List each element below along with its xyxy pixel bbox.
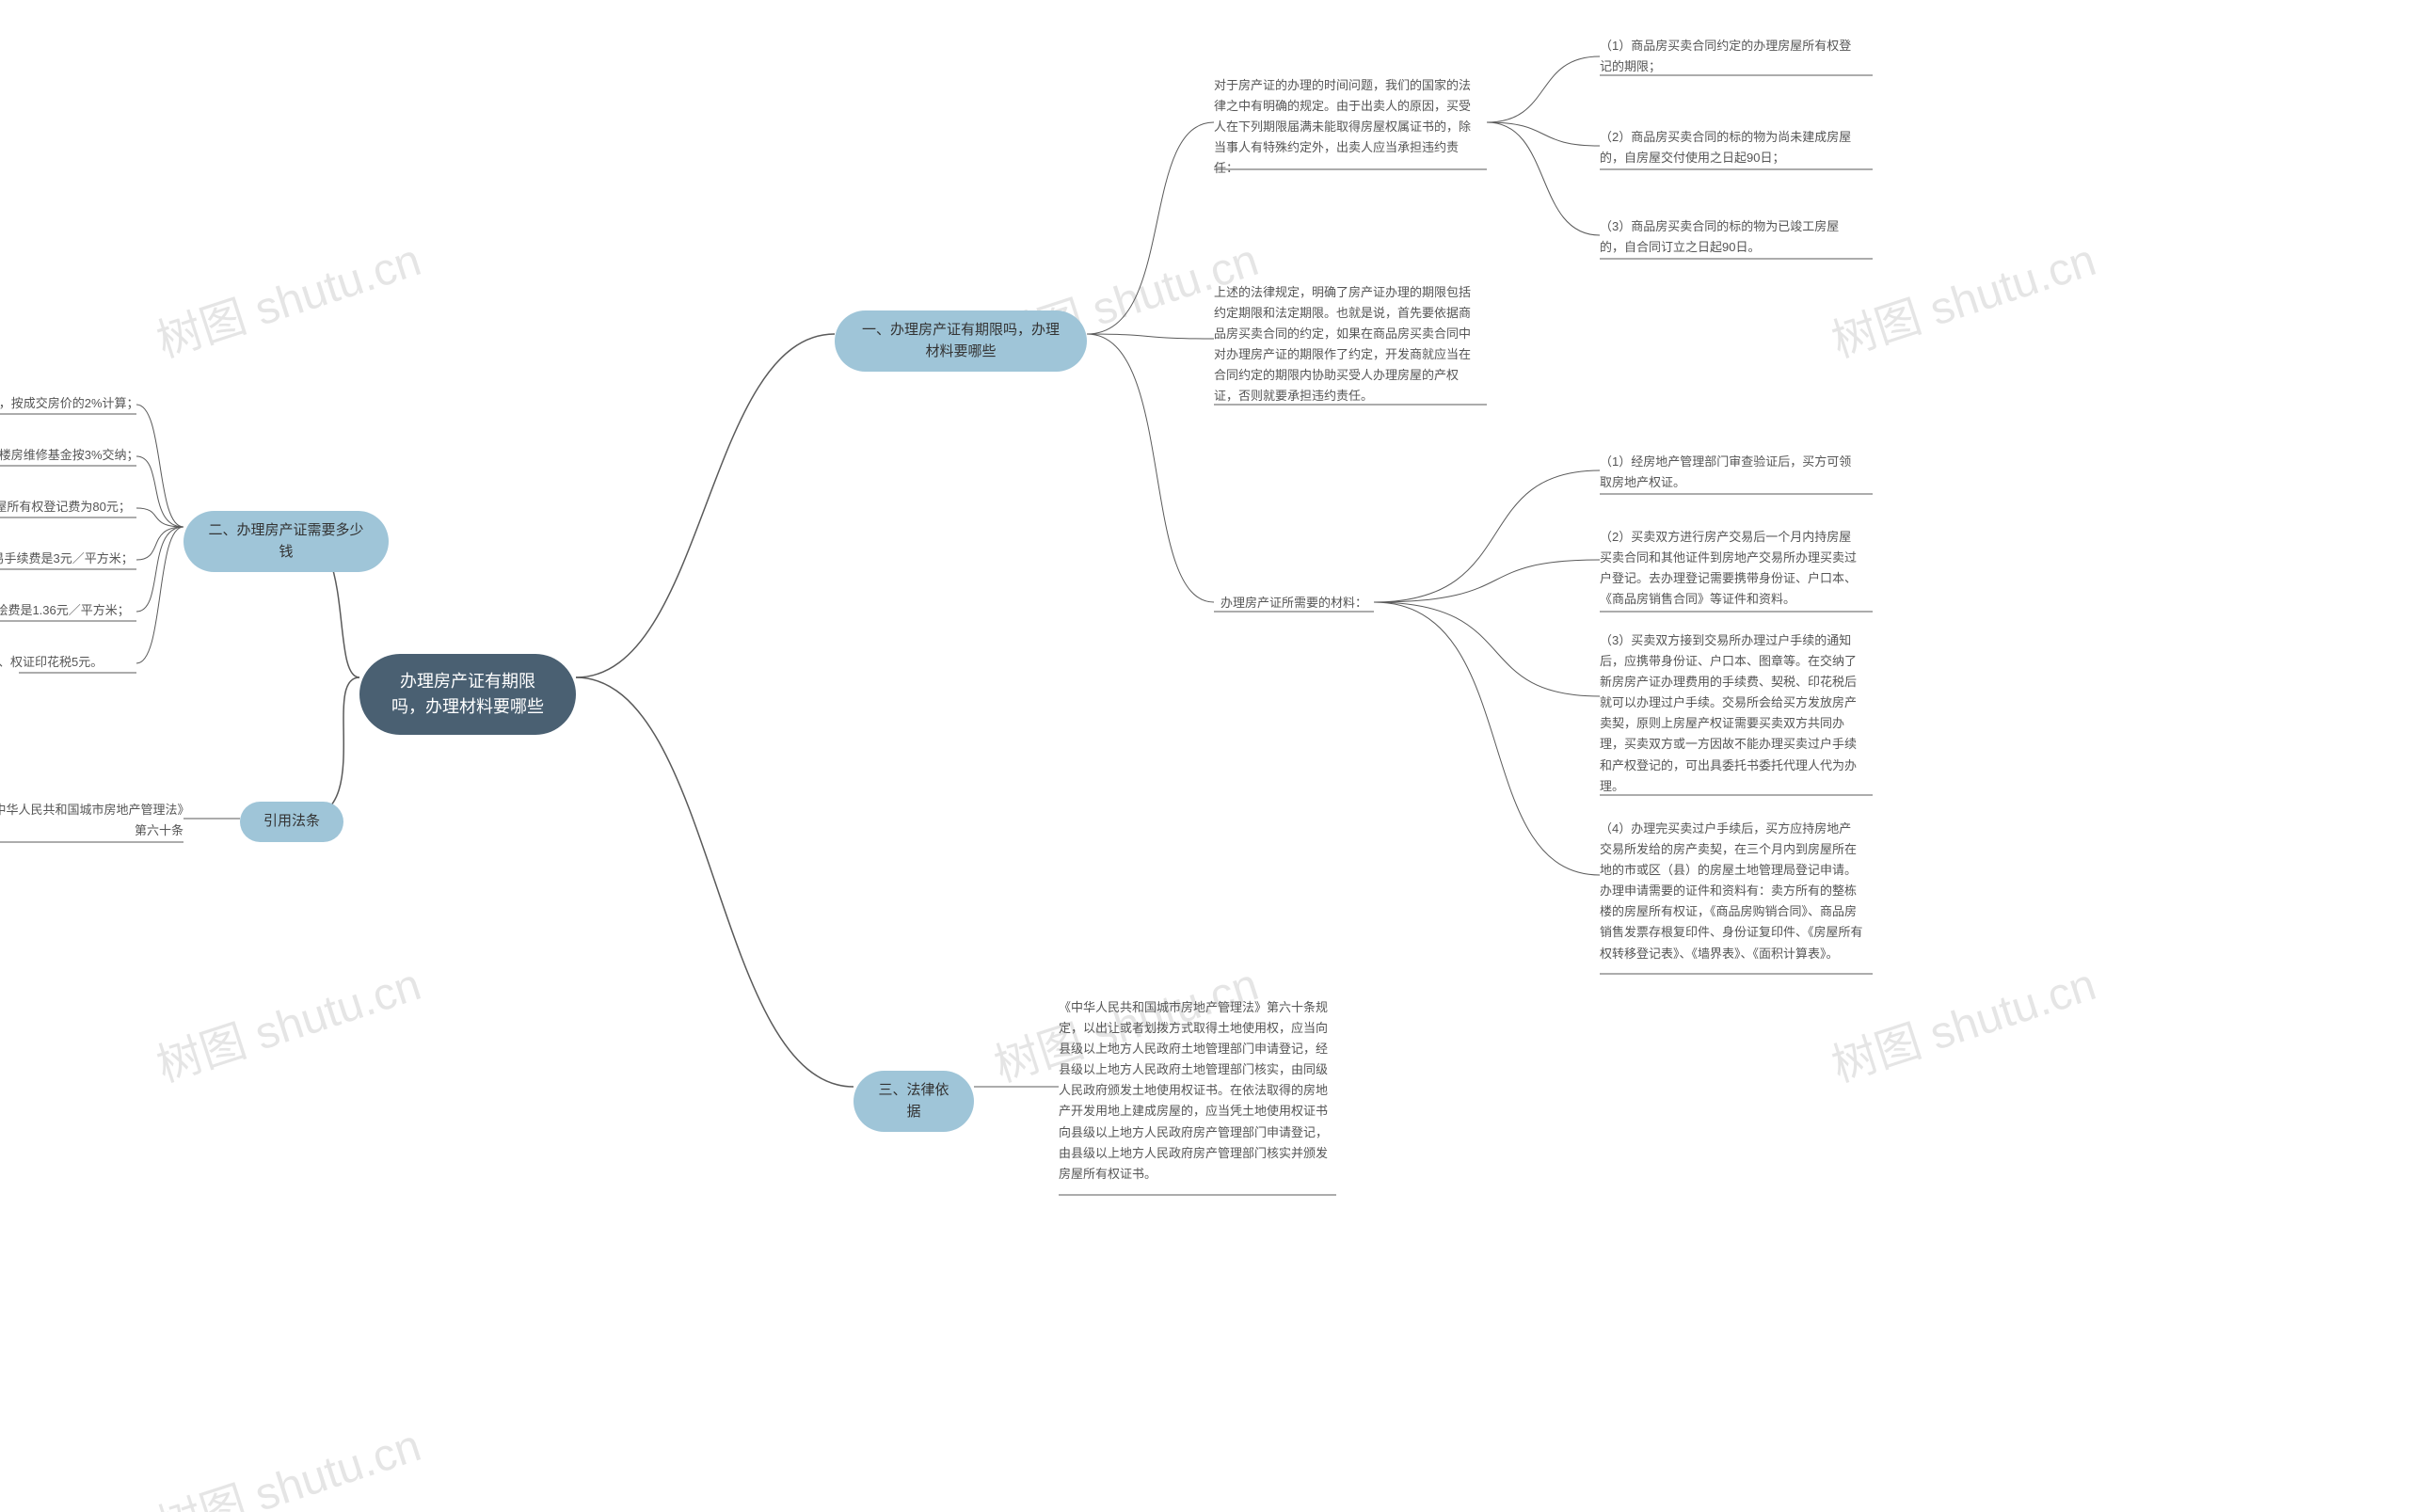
s1-material-3: （3）买卖双方接到交易所办理过户手续的通知后，应携带身份证、户口本、图章等。在交…	[1600, 630, 1863, 797]
s4-citation: [1]《中华人民共和国城市房地产管理法》第六十条	[0, 800, 183, 841]
connectors	[0, 0, 2409, 1512]
s1-item-3: （3）商品房买卖合同的标的物为已竣工房屋的，自合同订立之日起90日。	[1600, 216, 1863, 258]
watermark: 树图 shutu.cn	[1822, 947, 2102, 1094]
s1-material-1: （1）经房地产管理部门审查验证后，买方可领取房地产权证。	[1600, 452, 1863, 493]
s2-cost-1: 1、契税，按成交房价的2%计算；	[0, 393, 155, 414]
s2-cost-2: 2、多层楼房维修基金按3%交纳；	[0, 445, 155, 466]
branch-2[interactable]: 二、办理房产证需要多少钱	[183, 511, 389, 572]
s2-cost-6: 6、权证印花税5元。	[0, 652, 155, 673]
branch-3-label: 三、法律依据	[874, 1080, 953, 1122]
root-title: 办理房产证有期限吗，办理材料要哪些	[388, 669, 548, 720]
s1-materials-label: 办理房产证所需要的材料：	[1214, 593, 1374, 613]
s2-cost-4: 4、交易手续费是3元／平方米；	[0, 549, 155, 569]
s1-item-2: （2）商品房买卖合同的标的物为尚未建成房屋的，自房屋交付使用之日起90日；	[1600, 127, 1863, 168]
s2-cost-3: 3、房屋所有权登记费为80元；	[0, 497, 155, 517]
branch-3[interactable]: 三、法律依据	[854, 1071, 974, 1132]
s1-item-1: （1）商品房买卖合同约定的办理房屋所有权登记的期限；	[1600, 36, 1863, 77]
branch-1-label: 一、办理房产证有期限吗，办理材料要哪些	[855, 320, 1066, 362]
branch-1[interactable]: 一、办理房产证有期限吗，办理材料要哪些	[835, 310, 1087, 372]
watermark: 树图 shutu.cn	[1822, 223, 2102, 370]
s1-material-4: （4）办理完买卖过户手续后，买方应持房地产交易所发给的房产卖契，在三个月内到房屋…	[1600, 819, 1863, 964]
watermark: 树图 shutu.cn	[147, 1409, 427, 1512]
root-node[interactable]: 办理房产证有期限吗，办理材料要哪些	[359, 654, 576, 735]
s1-intro: 对于房产证的办理的时间问题，我们的国家的法律之中有明确的规定。由于出卖人的原因，…	[1214, 75, 1477, 179]
s2-cost-5: 5、测绘费是1.36元／平方米；	[0, 600, 155, 621]
branch-2-label: 二、办理房产证需要多少钱	[204, 520, 368, 563]
s1-material-2: （2）买卖双方进行房产交易后一个月内持房屋买卖合同和其他证件到房地产交易所办理买…	[1600, 527, 1863, 610]
watermark: 树图 shutu.cn	[147, 947, 427, 1094]
branch-4[interactable]: 引用法条	[240, 802, 343, 842]
s1-para2: 上述的法律规定，明确了房产证办理的期限包括约定期限和法定期限。也就是说，首先要依…	[1214, 282, 1477, 407]
s3-content: 《中华人民共和国城市房地产管理法》第六十条规定，以出让或者划拨方式取得土地使用权…	[1059, 997, 1336, 1185]
watermark: 树图 shutu.cn	[147, 223, 427, 370]
branch-4-label: 引用法条	[263, 811, 320, 833]
